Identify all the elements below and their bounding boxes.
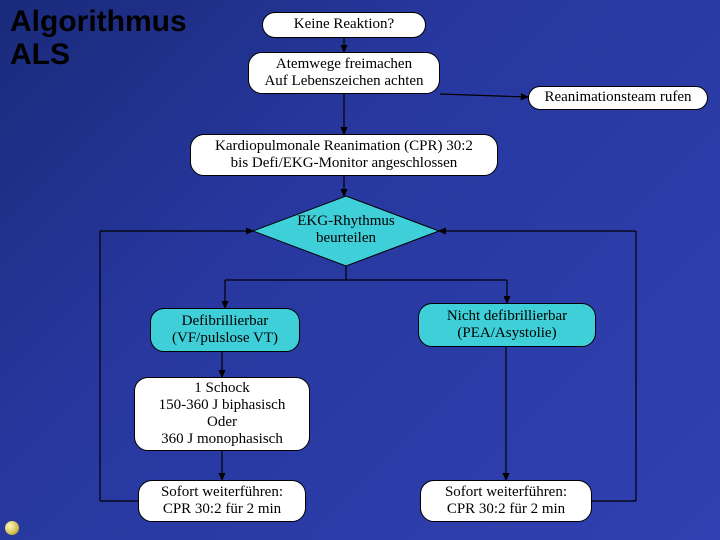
page-title: AlgorithmusALS (10, 5, 187, 71)
flow-node-n2: Atemwege freimachenAuf Lebenszeichen ach… (248, 52, 440, 94)
decision-label: EKG-Rhythmusbeurteilen (276, 213, 416, 248)
flow-node-n6: Defibrillierbar(VF/pulslose VT) (150, 308, 300, 352)
flow-node-n10: Sofort weiterführen:CPR 30:2 für 2 min (420, 480, 592, 522)
flow-node-n1: Keine Reaktion? (262, 12, 426, 38)
flow-node-n7: Nicht defibrillierbar(PEA/Asystolie) (418, 303, 596, 347)
bullet-decoration (5, 521, 19, 535)
flow-node-n4: Kardiopulmonale Reanimation (CPR) 30:2bi… (190, 134, 498, 176)
decision-diamond (253, 196, 439, 266)
flow-node-n8: 1 Schock150-360 J biphasischOder360 J mo… (134, 377, 310, 451)
flow-node-n3: Reanimationsteam rufen (528, 86, 708, 110)
flow-node-n9: Sofort weiterführen:CPR 30:2 für 2 min (138, 480, 306, 522)
